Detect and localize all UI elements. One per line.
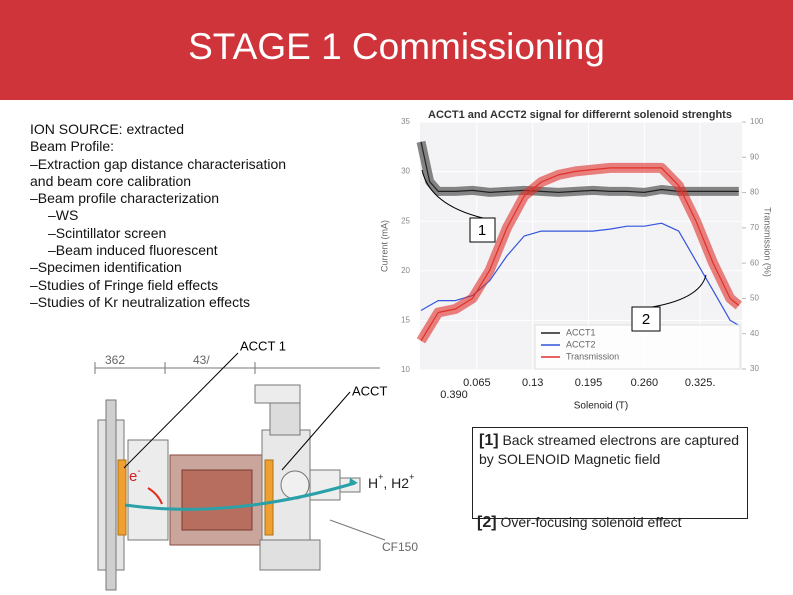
flange-label: CF150 [382, 540, 418, 554]
y-tick-label: 20 [401, 266, 410, 275]
body-text: ION SOURCE: extracted Beam Profile: –Extra… [30, 121, 286, 311]
x-note: 0.390 [440, 389, 468, 401]
y2-tick-label: 30 [750, 364, 759, 373]
note-box: [1] Back streamed electrons are captured… [472, 427, 748, 519]
callout-box [631, 306, 661, 332]
ion-label: H+, H2+ [368, 472, 414, 490]
ion-text: H [368, 475, 378, 491]
y-tick-label: 35 [401, 117, 410, 126]
y2-tick-label: 90 [750, 152, 759, 161]
legend-box [534, 324, 741, 370]
electron-sup: - [137, 466, 140, 477]
diagram-label: ACCT [352, 383, 387, 398]
body-line: –Specimen identification [30, 259, 182, 276]
electron-label: e- [129, 466, 141, 485]
body-line: Beam Profile: [30, 138, 115, 155]
y-tick-label: 30 [401, 167, 410, 176]
note-text: Back streamed electrons are captured by … [479, 432, 740, 467]
y2-axis-title: Transmission (%) [763, 207, 773, 277]
dimension-label: 362 [105, 353, 125, 367]
pointer-line [281, 391, 351, 471]
x-axis-title: Solenoid (T) [574, 401, 628, 412]
note-text: Over-focusing solenoid effect [500, 514, 682, 530]
note: [2] Over-focusing solenoid effect [477, 514, 682, 532]
y-tick-label: 15 [401, 316, 410, 325]
body-line: –Extraction gap distance characterisatio… [30, 155, 287, 172]
callout-label: 2 [642, 311, 650, 328]
y-tick-label: 25 [401, 216, 410, 225]
y2-tick-label: 100 [750, 117, 764, 126]
y-tick-label: 10 [401, 365, 410, 374]
callout-line [645, 274, 707, 309]
slide-title: STAGE 1 Commissioning [188, 26, 605, 67]
x-tick-label: 0.195 [575, 377, 603, 389]
ion-sup: + [378, 472, 383, 482]
body-line: –WS [48, 207, 79, 224]
x-tick-label: 0.13 [522, 377, 543, 389]
body-line: –Scintillator screen [48, 224, 167, 241]
x-tick-label: 0.325. [685, 377, 716, 389]
body-line: –Beam profile characterization [30, 190, 220, 207]
series-line [420, 167, 740, 342]
ion-sup: + [409, 472, 414, 482]
legend-label: ACCT1 [566, 327, 596, 337]
y-axis-title: Current (mA) [379, 220, 389, 272]
callout-line [421, 169, 484, 219]
x-tick-label: 0.065 [463, 377, 491, 389]
body-line: –Studies of Fringe field effects [30, 276, 219, 293]
legend-label: ACCT2 [566, 339, 596, 349]
legend-label: Transmission [566, 351, 619, 361]
series-line [420, 141, 739, 193]
figure-title: ACCT1 and ACCT2 signal for differernt so… [428, 109, 732, 121]
ion-text: , H2 [383, 475, 409, 491]
beam-arrow [124, 481, 356, 511]
x-tick-label: 0.260 [631, 377, 659, 389]
y2-tick-label: 50 [750, 294, 759, 303]
y2-tick-label: 40 [750, 329, 759, 338]
body-line: and beam core calibration [30, 172, 192, 189]
pointer-line [123, 352, 239, 469]
diagram-label: ACCT 1 [240, 338, 286, 353]
y2-tick-label: 80 [750, 188, 759, 197]
header: STAGE 1 Commissioning [0, 0, 793, 100]
electron-arrow [147, 487, 163, 505]
machine-drawing [94, 362, 386, 591]
electron-text: e [129, 468, 137, 485]
dimension-label: 43/ [193, 353, 210, 367]
callout-label: 1 [478, 222, 486, 239]
series-line [420, 222, 740, 326]
callout-box [469, 217, 496, 243]
y2-tick-label: 70 [750, 223, 759, 232]
body-line: ION SOURCE: extracted [30, 121, 185, 137]
note-tag: [2] [477, 514, 497, 531]
body-line: –Studies of Kr neutralization effects [30, 293, 250, 310]
note-tag: [1] [479, 432, 499, 449]
beam-arrowhead [349, 478, 358, 486]
y2-tick-label: 60 [750, 258, 759, 267]
body-line: –Beam induced fluorescent [48, 242, 218, 259]
